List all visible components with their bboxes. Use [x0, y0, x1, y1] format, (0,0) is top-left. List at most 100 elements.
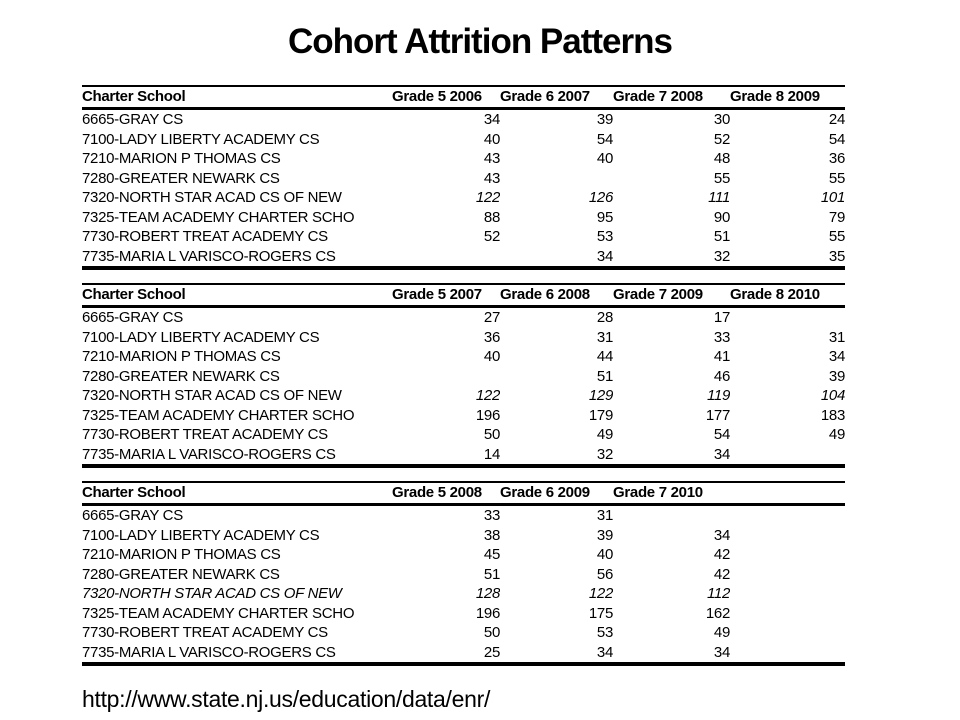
table-row: 7735-MARIA L VARISCO-ROGERS CS 25 34 34 — [82, 643, 845, 665]
enrollment-value-cell: 42 — [713, 565, 730, 583]
table-row: 7730-ROBERT TREAT ACADEMY CS 50 53 49 — [82, 623, 845, 643]
enrollment-value-cell: 111 — [708, 189, 730, 206]
cohort-table: Charter School Grade 5 2008 Grade 6 2009 Gr… — [82, 481, 845, 666]
enrollment-value-cell: 34 — [596, 247, 613, 265]
school-name-cell: 7210-MARION P THOMAS CS — [82, 546, 281, 563]
enrollment-value-cell: 54 — [596, 130, 613, 148]
table-row: 6665-GRAY CS 33 31 — [82, 505, 845, 526]
cohort-table: Charter School Grade 5 2007 Grade 6 2008 Gr… — [82, 283, 845, 468]
enrollment-value-cell: 49 — [596, 426, 613, 443]
enrollment-value-cell: 122 — [475, 387, 500, 404]
table-row: 7325-TEAM ACADEMY CHARTER SCHO 88 95 90 79 — [82, 208, 845, 228]
enrollment-value-cell: 24 — [828, 111, 845, 128]
table-row: 7320-NORTH STAR ACAD CS OF NEW 122 129 119 1… — [82, 386, 845, 406]
enrollment-value-cell: 35 — [828, 247, 845, 265]
enrollment-value-cell: 45 — [483, 546, 500, 563]
table-row: 7730-ROBERT TREAT ACADEMY CS 52 53 51 55 — [82, 227, 845, 247]
enrollment-value-cell: 42 — [713, 546, 730, 563]
enrollment-value-cell: 27 — [483, 309, 500, 326]
school-name-cell: 7320-NORTH STAR ACAD CS OF NEW — [82, 189, 342, 206]
school-column-header: Charter School — [82, 86, 392, 110]
school-name-cell: 7100-LADY LIBERTY ACADEMY CS — [82, 328, 320, 346]
enrollment-value-cell: 52 — [483, 228, 500, 245]
enrollment-value-cell — [730, 643, 845, 665]
school-name-cell: 7320-NORTH STAR ACAD CS OF NEW — [82, 387, 342, 404]
enrollment-value-cell: 51 — [596, 367, 613, 385]
enrollment-value-cell — [730, 505, 845, 526]
grade-column-header: Grade 6 2008 — [500, 284, 613, 308]
enrollment-value-cell: 79 — [828, 208, 845, 226]
enrollment-value-cell: 122 — [475, 189, 500, 206]
table-row: 7100-LADY LIBERTY ACADEMY CS 36 31 33 31 — [82, 328, 845, 348]
enrollment-value-cell: 34 — [828, 348, 845, 365]
enrollment-value-cell: 196 — [475, 604, 500, 622]
table-row: 7280-GREATER NEWARK CS 51 56 42 — [82, 565, 845, 585]
table-row: 7735-MARIA L VARISCO-ROGERS CS 34 32 35 — [82, 247, 845, 269]
source-url: http://www.state.nj.us/education/data/en… — [82, 686, 491, 712]
school-name-cell: 6665-GRAY CS — [82, 309, 183, 326]
enrollment-value-cell: 30 — [713, 111, 730, 128]
grade-column-header: Grade 5 2007 — [392, 284, 500, 308]
table-row: 7320-NORTH STAR ACAD CS OF NEW 122 126 111 1… — [82, 188, 845, 208]
enrollment-value-cell: 32 — [713, 247, 730, 265]
school-name-cell: 7325-TEAM ACADEMY CHARTER SCHO — [82, 208, 355, 226]
table-row: 7210-MARION P THOMAS CS 45 40 42 — [82, 545, 845, 565]
enrollment-value-cell: 40 — [596, 546, 613, 563]
cohort-table: Charter School Grade 5 2006 Grade 6 2007 Gr… — [82, 85, 845, 270]
table-row: 7210-MARION P THOMAS CS 40 44 41 34 — [82, 347, 845, 367]
table-row: 7280-GREATER NEWARK CS 43 55 55 — [82, 169, 845, 189]
header-row: Charter School Grade 5 2008 Grade 6 2009 Gr… — [82, 482, 845, 506]
school-name-cell: 7735-MARIA L VARISCO-ROGERS CS — [82, 643, 336, 661]
table-row: 6665-GRAY CS 27 28 17 — [82, 307, 845, 328]
school-name-cell: 7730-ROBERT TREAT ACADEMY CS — [82, 426, 328, 443]
header-row: Charter School Grade 5 2007 Grade 6 2008 Gr… — [82, 284, 845, 308]
enrollment-value-cell: 122 — [588, 585, 613, 602]
enrollment-value-cell: 162 — [705, 604, 730, 622]
school-name-cell: 6665-GRAY CS — [82, 507, 183, 524]
enrollment-value-cell: 17 — [713, 309, 730, 326]
enrollment-value-cell: 50 — [483, 624, 500, 641]
enrollment-value-cell: 119 — [706, 387, 730, 404]
school-name-cell: 7730-ROBERT TREAT ACADEMY CS — [82, 624, 328, 641]
enrollment-value-cell — [730, 445, 845, 467]
table-row: 7325-TEAM ACADEMY CHARTER SCHO 196 179 177 1… — [82, 406, 845, 426]
table-row: 7325-TEAM ACADEMY CHARTER SCHO 196 175 162 — [82, 604, 845, 624]
enrollment-value-cell: 39 — [596, 111, 613, 128]
enrollment-value-cell: 179 — [588, 406, 613, 424]
enrollment-value-cell: 34 — [713, 526, 730, 544]
enrollment-value-cell: 52 — [713, 130, 730, 148]
grade-column-header: Grade 8 2009 — [730, 86, 845, 110]
enrollment-value-cell: 14 — [483, 445, 500, 463]
enrollment-value-cell: 39 — [828, 367, 845, 385]
table-row: 7320-NORTH STAR ACAD CS OF NEW 128 122 112 — [82, 584, 845, 604]
enrollment-value-cell: 95 — [596, 208, 613, 226]
school-name-cell: 7100-LADY LIBERTY ACADEMY CS — [82, 526, 320, 544]
enrollment-value-cell — [392, 367, 500, 387]
enrollment-value-cell: 36 — [828, 150, 845, 167]
enrollment-value-cell — [730, 623, 845, 643]
enrollment-value-cell: 34 — [713, 445, 730, 463]
enrollment-value-cell: 33 — [713, 328, 730, 346]
grade-column-header: Grade 7 2010 — [613, 482, 730, 506]
school-name-cell: 7325-TEAM ACADEMY CHARTER SCHO — [82, 604, 355, 622]
enrollment-value-cell: 36 — [483, 328, 500, 346]
school-name-cell: 6665-GRAY CS — [82, 111, 183, 128]
enrollment-value-cell: 28 — [596, 309, 613, 326]
table-row: 7100-LADY LIBERTY ACADEMY CS 40 54 52 54 — [82, 130, 845, 150]
school-name-cell: 7210-MARION P THOMAS CS — [82, 348, 281, 365]
enrollment-value-cell: 56 — [596, 565, 613, 583]
enrollment-value-cell: 34 — [596, 643, 613, 661]
enrollment-value-cell: 43 — [483, 150, 500, 167]
school-name-cell: 7280-GREATER NEWARK CS — [82, 169, 280, 187]
tables-container: Charter School Grade 5 2006 Grade 6 2007 Gr… — [82, 85, 845, 666]
grade-column-header: Grade 5 2008 — [392, 482, 500, 506]
enrollment-value-cell: 49 — [828, 426, 845, 443]
school-name-cell: 7730-ROBERT TREAT ACADEMY CS — [82, 228, 328, 245]
enrollment-value-cell: 40 — [483, 348, 500, 365]
enrollment-value-cell: 34 — [713, 643, 730, 661]
enrollment-value-cell — [730, 604, 845, 624]
enrollment-value-cell — [613, 505, 730, 526]
enrollment-value-cell: 54 — [828, 130, 845, 148]
grade-column-header — [730, 482, 845, 506]
table-row: 7100-LADY LIBERTY ACADEMY CS 38 39 34 — [82, 526, 845, 546]
